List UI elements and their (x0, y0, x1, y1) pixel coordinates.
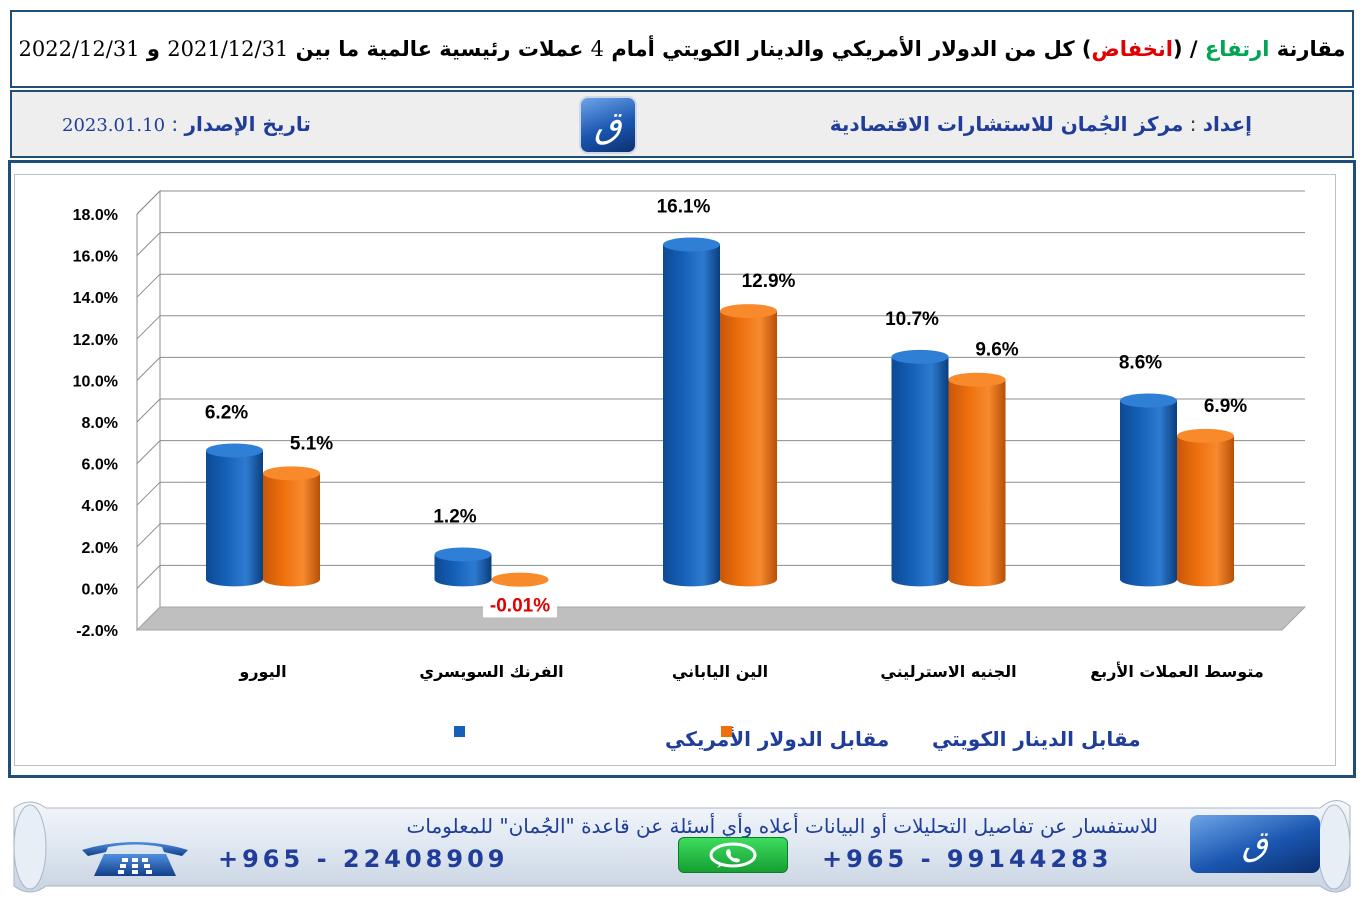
bar (434, 554, 492, 587)
y-tick-label: 18.0% (73, 207, 118, 224)
whatsapp-glyph-icon (709, 842, 757, 868)
center-logo-glyph: ق (594, 104, 622, 146)
bar (948, 379, 1006, 587)
bar (206, 450, 263, 587)
y-tick-label: 10.0% (73, 373, 118, 390)
bar-top (891, 349, 949, 364)
y-tick-label: -2.0% (76, 623, 118, 640)
y-tick-label: 0.0% (82, 581, 118, 598)
y-tick-label: 12.0% (73, 332, 118, 349)
title-sep: / ( (1173, 37, 1205, 61)
bar-top (206, 443, 263, 458)
data-label: 1.2% (433, 506, 476, 527)
data-label: 9.6% (975, 340, 1018, 361)
title-and: و (146, 37, 160, 61)
whatsapp-icon (678, 837, 788, 873)
bar (720, 311, 777, 587)
category-label: متوسط العملات الأربع (1090, 662, 1264, 681)
bar (1177, 435, 1234, 587)
bar-chart: 18.0% 16.0% 14.0% 12.0% 10.0% 8.0% 6.0% 4.0% 2.0… (73, 189, 1307, 752)
y-tick-label: 8.0% (82, 415, 118, 432)
gridline-wall (136, 357, 161, 381)
y-tick-label: 4.0% (82, 498, 118, 515)
chart-floor (135, 606, 1307, 631)
data-label: 5.1% (290, 433, 333, 454)
category-label: الين الياباني (672, 662, 768, 682)
gridline-wall (136, 315, 161, 340)
bar-top (491, 572, 549, 587)
bar (663, 244, 720, 587)
footer-logo-glyph: ق (1241, 824, 1269, 864)
inquiry-text: للاستفسار عن تفاصيل التحليلات أو البيانا… (406, 814, 1158, 838)
telephone-icon (82, 842, 188, 876)
title-date2: 2022/12/31 (18, 37, 140, 61)
legend-swatch (454, 726, 465, 737)
bar-top (663, 237, 720, 252)
gridline-wall (136, 190, 161, 215)
title-frame: مقارنة ارتفاع / (انخفاض) كل من الدولار ا… (10, 10, 1354, 88)
title-part3: عملات رئيسية عالمية ما بين (295, 37, 584, 61)
gridline-wall (136, 398, 161, 423)
category-label: الفرنك السويسري (419, 662, 563, 682)
info-frame: إعداد : مركز الجُمان للاستشارات الاقتصاد… (10, 90, 1354, 158)
y-tick-label: 2.0% (82, 540, 118, 557)
bar (263, 473, 320, 587)
category-label: اليورو (238, 662, 286, 681)
issue-value: 2023.01.10 (62, 115, 166, 136)
data-label-bg (483, 593, 557, 618)
y-tick-label: 16.0% (73, 249, 118, 266)
issue-date: تاريخ الإصدار : 2023.01.10 (62, 112, 311, 136)
issue-label: تاريخ الإصدار (184, 112, 311, 136)
gridline-wall (136, 273, 161, 298)
bar (891, 356, 949, 587)
issue-colon: : (165, 112, 185, 136)
data-label: 8.6% (1119, 353, 1162, 374)
bar (1120, 400, 1177, 587)
category-label: الجنيه الاسترليني (880, 662, 1016, 682)
gridline-wall (136, 565, 161, 589)
bar-top (263, 466, 320, 481)
gridline-wall (136, 232, 161, 256)
landline-number: +965 - 22408909 (218, 845, 509, 873)
legend-label: مقابل الدولار الأمريكي (665, 726, 889, 752)
center-logo-icon: ق (579, 96, 637, 154)
y-tick-label: 6.0% (82, 457, 118, 474)
data-label: 10.7% (885, 309, 939, 330)
gridline-wall (136, 440, 161, 464)
title-date1: 2021/12/31 (167, 37, 289, 61)
title-num: 4 (590, 37, 604, 61)
prepared-colon: : (1183, 112, 1203, 136)
footer-logo-icon: ق (1190, 815, 1320, 873)
title-part2: ) كل من الدولار الأمريكي والدينار الكويت… (611, 37, 1092, 61)
bar-top (434, 547, 492, 562)
y-tick-label: 14.0% (73, 290, 118, 307)
data-label: -0.01% (490, 595, 550, 616)
data-label: 6.2% (205, 402, 248, 423)
gridline-wall (136, 523, 161, 548)
bar-top (720, 304, 777, 319)
prepared-by: إعداد : مركز الجُمان للاستشارات الاقتصاد… (830, 112, 1252, 136)
page-title: مقارنة ارتفاع / (انخفاض) كل من الدولار ا… (19, 37, 1346, 61)
bar-top (1120, 393, 1177, 408)
mobile-number: +965 - 99144283 (822, 845, 1113, 873)
data-label: 6.9% (1204, 396, 1247, 417)
title-fall: انخفاض (1091, 37, 1173, 61)
legend-swatch (721, 726, 732, 737)
bar-top (1177, 428, 1234, 443)
title-part1: مقارنة (1276, 37, 1346, 61)
title-rise: ارتفاع (1204, 37, 1270, 61)
legend-label: مقابل الدينار الكويتي (932, 727, 1141, 752)
data-label: 12.9% (742, 271, 796, 292)
prepared-value: مركز الجُمان للاستشارات الاقتصادية (829, 112, 1184, 136)
data-label: 16.1% (657, 197, 711, 218)
prepared-label: إعداد (1202, 112, 1252, 136)
bar-top (948, 372, 1006, 387)
gridline-wall (136, 481, 161, 506)
chart-inner-frame (14, 174, 1336, 766)
